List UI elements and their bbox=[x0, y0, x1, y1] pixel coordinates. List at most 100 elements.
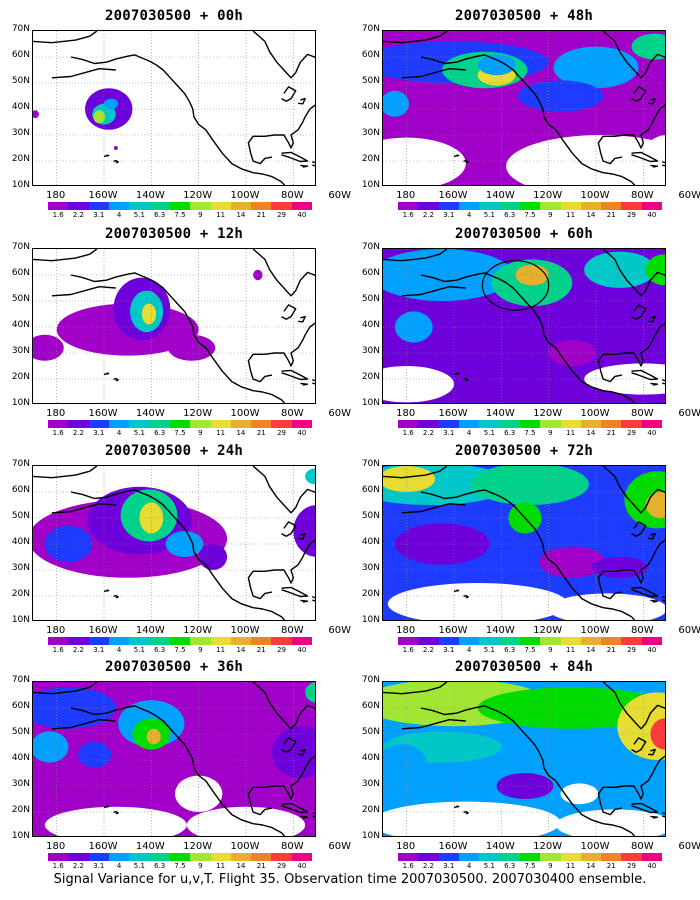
colorbar-swatch bbox=[88, 853, 109, 861]
variance-contour bbox=[477, 54, 516, 76]
lat-tick-label: 60N bbox=[361, 268, 380, 278]
colorbar-label: 4 bbox=[466, 646, 472, 654]
variance-contour bbox=[548, 593, 665, 620]
highlight-circle bbox=[481, 260, 550, 311]
colorbar-label: 6.3 bbox=[154, 211, 166, 219]
variance-contour bbox=[560, 783, 599, 805]
colorbar-swatch bbox=[560, 637, 581, 645]
colorbar-label: 11 bbox=[566, 429, 576, 437]
variance-contour bbox=[33, 687, 116, 729]
colorbar-swatch bbox=[291, 637, 313, 645]
coastline bbox=[453, 589, 460, 592]
lon-tick-label: 140W bbox=[485, 841, 515, 852]
colorbar-swatch bbox=[621, 637, 642, 645]
lat-tick-label: 60N bbox=[361, 701, 380, 711]
map-plot bbox=[32, 465, 316, 621]
lat-tick-label: 10N bbox=[11, 831, 30, 841]
colorbar-swatch bbox=[271, 420, 292, 428]
coastline bbox=[662, 812, 665, 818]
colorbar-swatch bbox=[190, 202, 211, 210]
coastline bbox=[300, 382, 309, 386]
variance-contour bbox=[305, 682, 315, 703]
colorbar-label: 14 bbox=[586, 429, 596, 437]
colorbar-label: 14 bbox=[586, 211, 596, 219]
variance-contour bbox=[198, 544, 228, 570]
panel-title: 2007030500 + 60h bbox=[454, 226, 594, 242]
lat-tick-label: 10N bbox=[361, 180, 380, 190]
panel-title: 2007030500 + 36h bbox=[104, 659, 244, 675]
colorbar-label: 3.1 bbox=[93, 211, 105, 219]
lat-tick-label: 50N bbox=[361, 727, 380, 737]
colorbar-label: 4 bbox=[466, 429, 472, 437]
lon-tick-label: 80W bbox=[631, 190, 654, 201]
variance-contour bbox=[387, 583, 568, 620]
colorbar-swatch bbox=[251, 853, 272, 861]
colorbar-swatch bbox=[169, 202, 191, 210]
variance-field bbox=[383, 682, 665, 836]
variance-contour bbox=[305, 468, 315, 485]
colorbar-label: 3.1 bbox=[93, 429, 105, 437]
colorbar-label: 14 bbox=[236, 429, 246, 437]
colorbar-swatch bbox=[291, 853, 313, 861]
map-panel: 2007030500 + 12h 70N 60N 50N 40N 30N 20N 10N 180… bbox=[0, 218, 351, 437]
colorbar-label: 2.2 bbox=[422, 646, 435, 654]
colorbar-swatch bbox=[230, 637, 252, 645]
coastline bbox=[631, 802, 659, 814]
colorbar-label: 21 bbox=[606, 862, 616, 870]
colorbar-swatch bbox=[398, 202, 419, 210]
variance-contour bbox=[293, 505, 315, 557]
colorbar-swatch bbox=[251, 420, 272, 428]
lon-tick-label: 160W bbox=[88, 408, 118, 419]
colorbar-swatch bbox=[230, 420, 252, 428]
coastline bbox=[113, 159, 119, 164]
colorbar-swatch bbox=[271, 637, 292, 645]
colorbar-label: 2.2 bbox=[422, 862, 435, 870]
colorbar-label: 5.1 bbox=[133, 862, 145, 870]
colorbar-swatch bbox=[210, 853, 231, 861]
coastline bbox=[463, 159, 469, 164]
colorbar-swatch bbox=[48, 202, 69, 210]
coastline bbox=[51, 503, 116, 514]
colorbar-label: 4 bbox=[116, 646, 122, 654]
colorbar-label: 29 bbox=[277, 862, 286, 870]
coastline bbox=[281, 802, 309, 814]
colorbar-swatch bbox=[621, 420, 642, 428]
colorbar-label: 40 bbox=[647, 211, 657, 219]
coastline bbox=[70, 705, 286, 836]
coastline bbox=[281, 369, 309, 381]
colorbar-label: 14 bbox=[236, 211, 246, 219]
lat-tick-label: 20N bbox=[361, 372, 380, 382]
lat-tick-label: 40N bbox=[361, 102, 380, 112]
colorbar-label: 11 bbox=[216, 862, 226, 870]
coastline bbox=[648, 748, 656, 756]
colorbar-swatch bbox=[540, 420, 561, 428]
colorbar-swatch bbox=[129, 853, 150, 861]
colorbar-swatch bbox=[190, 637, 211, 645]
lat-tick-label: 60N bbox=[11, 50, 30, 60]
lat-tick-label: 40N bbox=[361, 537, 380, 547]
colorbar-swatch bbox=[418, 853, 439, 861]
map-plot bbox=[382, 30, 666, 186]
colorbar-label: 2.2 bbox=[72, 862, 85, 870]
map-panel: 2007030500 + 60h 70N 60N 50N 40N 30N 20N 10N 180… bbox=[350, 218, 700, 437]
colorbar-swatch bbox=[251, 637, 272, 645]
colorbar-swatch bbox=[68, 202, 89, 210]
colorbar-swatch bbox=[88, 420, 109, 428]
lon-tick-label: 140W bbox=[135, 408, 165, 419]
map-plot bbox=[382, 465, 666, 621]
colorbar-swatch bbox=[621, 853, 642, 861]
colorbar-swatch bbox=[601, 202, 622, 210]
coastline bbox=[113, 810, 119, 815]
coastline bbox=[312, 161, 315, 167]
lon-tick-label: 60W bbox=[328, 841, 351, 852]
colorbar-swatch bbox=[271, 853, 292, 861]
coastline bbox=[463, 594, 469, 599]
variance-contour bbox=[383, 249, 514, 301]
variance-contour bbox=[383, 466, 436, 492]
lon-tick-label: 160W bbox=[88, 190, 118, 201]
colorbar-label: 7.5 bbox=[524, 862, 536, 870]
lon-tick-label: 120W bbox=[533, 408, 563, 419]
variance-contour bbox=[506, 135, 665, 185]
lon-tick-label: 120W bbox=[533, 625, 563, 636]
colorbar-label: 1.6 bbox=[402, 646, 414, 654]
